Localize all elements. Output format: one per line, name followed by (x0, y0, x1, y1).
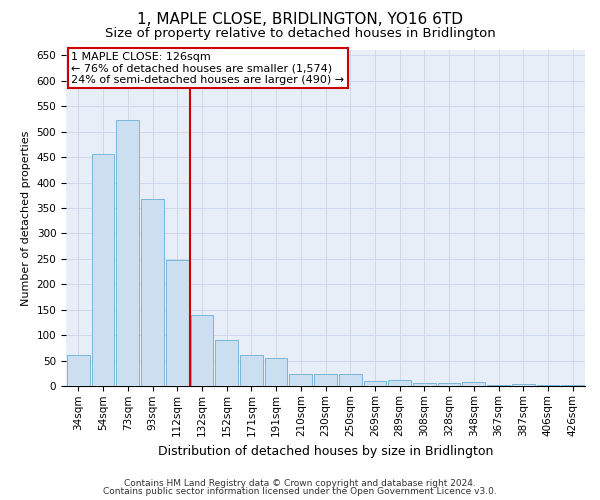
Bar (314, 374, 337, 386)
Bar (512, 384, 535, 386)
Bar (289, 374, 312, 386)
Y-axis label: Number of detached properties: Number of detached properties (21, 130, 31, 306)
Bar (487, 385, 510, 386)
Bar (116, 120, 139, 386)
Bar (191, 315, 214, 386)
Bar (166, 260, 188, 386)
Text: 1 MAPLE CLOSE: 126sqm
← 76% of detached houses are smaller (1,574)
24% of semi-d: 1 MAPLE CLOSE: 126sqm ← 76% of detached … (71, 52, 344, 85)
X-axis label: Distribution of detached houses by size in Bridlington: Distribution of detached houses by size … (158, 444, 493, 458)
Text: Size of property relative to detached houses in Bridlington: Size of property relative to detached ho… (104, 28, 496, 40)
Text: Contains HM Land Registry data © Crown copyright and database right 2024.: Contains HM Land Registry data © Crown c… (124, 478, 476, 488)
Bar (364, 381, 386, 386)
Bar (141, 199, 164, 386)
Bar (413, 384, 436, 386)
Bar (92, 154, 115, 386)
Bar (339, 374, 362, 386)
Bar (536, 385, 559, 386)
Text: Contains public sector information licensed under the Open Government Licence v3: Contains public sector information licen… (103, 487, 497, 496)
Bar (561, 385, 584, 386)
Bar (240, 355, 263, 386)
Bar (215, 340, 238, 386)
Text: 1, MAPLE CLOSE, BRIDLINGTON, YO16 6TD: 1, MAPLE CLOSE, BRIDLINGTON, YO16 6TD (137, 12, 463, 28)
Bar (438, 384, 460, 386)
Bar (265, 358, 287, 386)
Bar (388, 380, 411, 386)
Bar (463, 382, 485, 386)
Bar (67, 355, 90, 386)
